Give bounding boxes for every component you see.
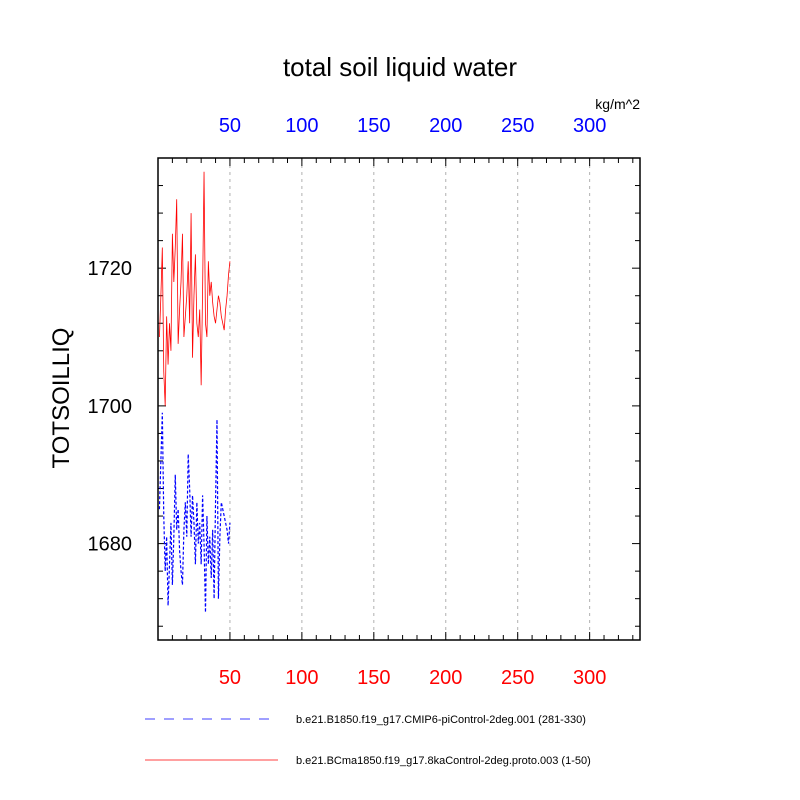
x-tick-label-bottom-150: 150 [357, 667, 390, 689]
plot-frame [157, 157, 641, 641]
x-tick-label-top-150: 150 [357, 115, 390, 137]
x-tick-label-bottom-200: 200 [429, 667, 462, 689]
x-tick-label-top-50: 50 [219, 115, 241, 137]
legend: b.e21.B1850.f19_g17.CMIP6-piControl-2deg… [145, 714, 591, 767]
y-axis-label: TOTSOILLIQ [48, 328, 75, 469]
axis-ticks [158, 157, 640, 640]
x-tick-label-bottom-50: 50 [219, 667, 241, 689]
grid [229, 158, 591, 640]
x-tick-label-bottom-300: 300 [573, 667, 606, 689]
units-label: kg/m^2 [595, 96, 640, 112]
chart-title: total soil liquid water [283, 52, 517, 82]
x-tick-label-top-100: 100 [285, 115, 318, 137]
tick-labels: 50 100 150 200 250 300 50 100 150 200 250 300 1680 17… [88, 115, 607, 689]
x-tick-label-top-200: 200 [429, 115, 462, 137]
x-tick-label-bottom-250: 250 [501, 667, 534, 689]
x-tick-label-top-250: 250 [501, 115, 534, 137]
y-tick-label-1720: 1720 [88, 258, 133, 280]
series-group [158, 171, 231, 613]
series-line-0 [158, 412, 231, 613]
x-tick-label-top-300: 300 [573, 115, 606, 137]
y-tick-label-1700: 1700 [88, 396, 133, 418]
series-line-1 [159, 171, 231, 406]
x-tick-label-bottom-100: 100 [285, 667, 318, 689]
y-tick-label-1680: 1680 [88, 534, 133, 556]
legend-entry-piControl: b.e21.B1850.f19_g17.CMIP6-piControl-2deg… [296, 714, 586, 726]
legend-entry-8kaControl: b.e21.BCma1850.f19_g17.8kaControl-2deg.p… [296, 755, 591, 767]
